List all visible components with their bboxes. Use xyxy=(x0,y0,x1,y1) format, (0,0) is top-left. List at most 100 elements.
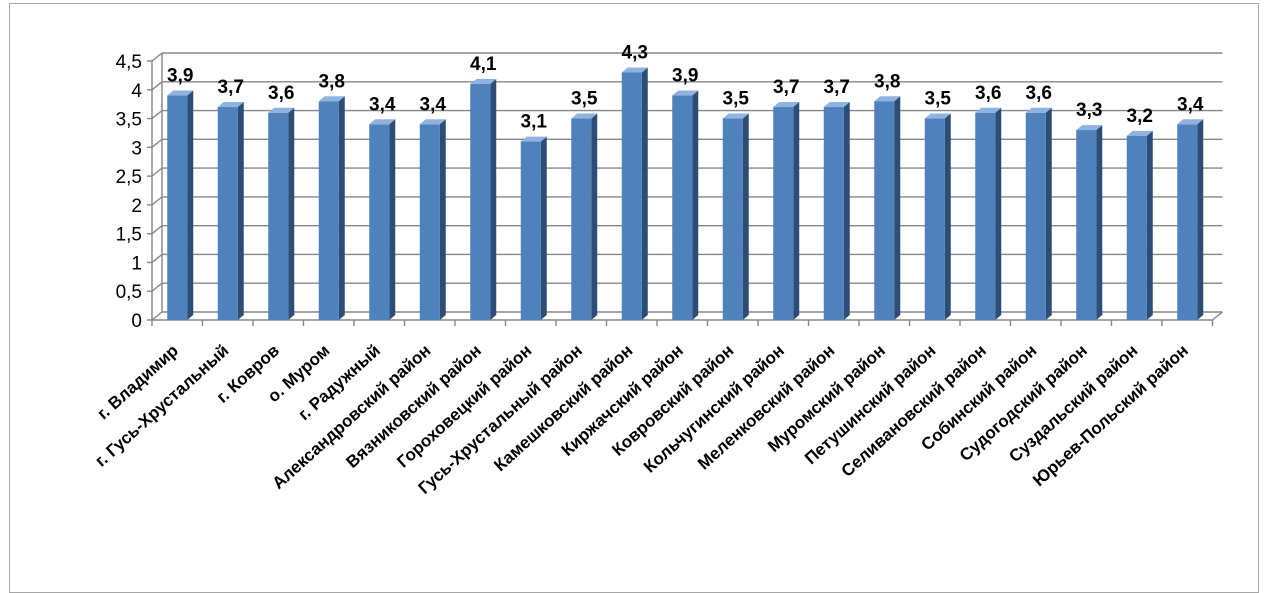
bar-top xyxy=(722,113,749,119)
bar xyxy=(773,102,800,321)
bar-top xyxy=(621,67,648,73)
data-label: 3,2 xyxy=(1127,106,1153,127)
bar-side xyxy=(591,113,598,320)
data-label: 3,6 xyxy=(1026,83,1052,104)
bar-side xyxy=(692,90,699,321)
data-label: 3,5 xyxy=(723,89,750,110)
bar-top xyxy=(1025,107,1052,113)
bar xyxy=(924,113,951,320)
data-label: 4,3 xyxy=(622,43,648,64)
bar-top xyxy=(571,113,598,119)
data-label: 3,4 xyxy=(369,94,396,115)
bar-front xyxy=(1177,124,1198,320)
bar-side xyxy=(944,113,951,320)
data-label: 3,7 xyxy=(824,77,850,98)
bar xyxy=(823,102,850,321)
y-tick-label: 1,5 xyxy=(116,225,142,246)
bar xyxy=(520,136,547,320)
bar-side xyxy=(439,119,446,320)
bar-top xyxy=(773,102,800,108)
bar-top xyxy=(318,96,345,102)
bar-top xyxy=(268,107,295,113)
bar-side xyxy=(641,67,648,320)
y-tick-label: 3,5 xyxy=(116,110,142,131)
data-label: 3,5 xyxy=(571,89,598,110)
bar-top xyxy=(217,102,244,108)
bar-side xyxy=(1045,107,1052,320)
gridline-side xyxy=(151,81,163,91)
data-labels: 3,9 3,7 3,6 3,8 3,4 3,4 4,1 3,1 3,5 4,3 3,9 3,5 3,7 3… xyxy=(167,43,1204,133)
data-label: 3,5 xyxy=(925,89,952,110)
bar-top xyxy=(823,102,850,108)
bar-top xyxy=(369,119,396,125)
bar xyxy=(1076,125,1103,320)
y-axis-ticks: 0 0,5 1 1,5 2 2,5 3 3,5 4 4,5 xyxy=(116,52,143,332)
bar-front xyxy=(722,118,743,320)
bar-front xyxy=(318,101,339,321)
bar xyxy=(1177,119,1204,320)
bar xyxy=(167,90,194,321)
bar-top xyxy=(1126,130,1153,136)
bar-side xyxy=(894,96,901,321)
data-label: 4,1 xyxy=(470,54,497,75)
data-label: 3,7 xyxy=(773,77,799,98)
bar xyxy=(268,107,295,320)
bar-front xyxy=(975,112,996,320)
gridline-side xyxy=(151,167,163,177)
bar-side xyxy=(288,107,295,320)
gridline-side xyxy=(151,225,163,235)
bar-chart: 0 0,5 1 1,5 2 2,5 3 3,5 4 4,5 3,9 3,7 3,6 3,8 3,4 3,4 4… xyxy=(91,43,1223,498)
bar-front xyxy=(874,101,895,321)
y-tick-label: 4 xyxy=(131,81,142,102)
bar-side xyxy=(338,96,345,321)
bar-top xyxy=(874,96,901,102)
bar-side xyxy=(742,113,749,320)
floor-edge xyxy=(1212,311,1223,321)
bar-front xyxy=(1076,130,1097,320)
y-tick-label: 0 xyxy=(131,311,142,332)
gridline-side xyxy=(151,282,163,292)
bar-front xyxy=(470,84,491,321)
gridline-side xyxy=(151,311,163,321)
data-label: 3,7 xyxy=(218,77,244,98)
bar-front xyxy=(369,124,390,320)
data-label: 3,6 xyxy=(268,83,294,104)
y-tick-label: 2 xyxy=(131,196,142,217)
bar-front xyxy=(520,141,541,320)
bar xyxy=(621,67,648,320)
data-label: 3,8 xyxy=(319,71,345,92)
bar-side xyxy=(995,107,1002,320)
y-tick-label: 2,5 xyxy=(116,167,142,188)
data-label: 3,4 xyxy=(420,94,447,115)
bar-top xyxy=(1076,125,1103,131)
bar-front xyxy=(217,107,238,321)
bar-top xyxy=(167,90,194,96)
bar-top xyxy=(1177,119,1204,125)
bar-top xyxy=(975,107,1002,113)
bar xyxy=(318,96,345,321)
bar xyxy=(470,79,497,321)
bar xyxy=(369,119,396,320)
bar-front xyxy=(823,107,844,321)
bar xyxy=(419,119,446,320)
bar-top xyxy=(470,79,497,85)
gridline-side xyxy=(151,138,163,148)
data-label: 3,8 xyxy=(874,71,900,92)
bar-side xyxy=(1146,130,1153,320)
y-tick-label: 4,5 xyxy=(116,52,142,73)
bar xyxy=(874,96,901,321)
bar-side xyxy=(843,102,850,321)
bar-side xyxy=(490,79,497,321)
bar-front xyxy=(924,118,945,320)
gridline-side xyxy=(151,110,163,120)
bar xyxy=(1126,130,1153,320)
bar-front xyxy=(571,118,592,320)
bar-side xyxy=(793,102,800,321)
bar-top xyxy=(419,119,446,125)
bar-side xyxy=(1197,119,1204,320)
bars xyxy=(167,67,1204,321)
y-tick-label: 1 xyxy=(131,253,142,274)
data-label: 3,9 xyxy=(167,66,193,87)
y-tick-label: 0,5 xyxy=(116,282,142,303)
